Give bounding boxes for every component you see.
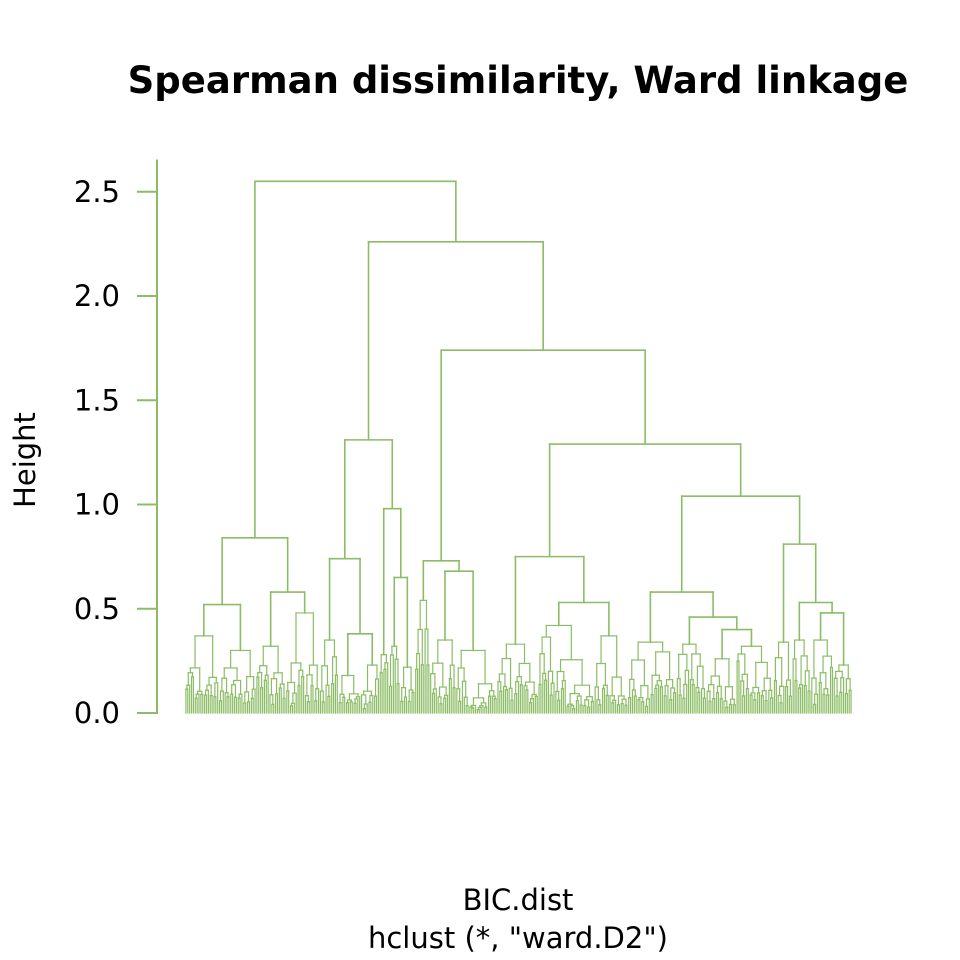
y-tick-label: 2.0 [74,279,120,313]
y-axis-title: Height [8,412,42,508]
y-tick-label: 2.5 [74,175,120,209]
x-axis-title: BIC.dist [463,883,574,917]
y-tick-label: 0.0 [74,696,120,730]
y-tick-label: 0.5 [74,592,120,626]
y-axis: 0.0 0.5 1.0 1.5 2.0 2.5 [74,159,158,730]
dendrogram-tree [185,180,852,714]
y-tick-label: 1.5 [74,383,120,417]
chart-subtitle: hclust (*, "ward.D2") [368,921,668,955]
y-tick-label: 1.0 [74,488,120,522]
chart-title: Spearman dissimilarity, Ward linkage [128,59,909,102]
